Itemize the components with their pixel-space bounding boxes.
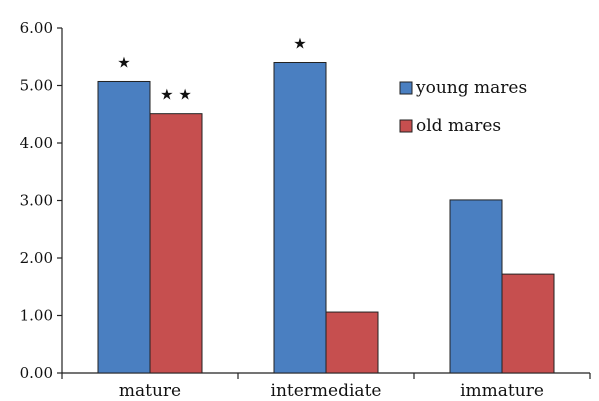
- legend-swatch: [399, 81, 413, 95]
- y-tick-label: 6.00: [20, 19, 53, 37]
- y-tick-label: 5.00: [20, 77, 53, 95]
- bar: [501, 273, 555, 374]
- y-tick-label: 1.00: [20, 307, 53, 325]
- significance-star: ★: [117, 53, 130, 71]
- x-category-label: mature: [119, 381, 181, 401]
- bar: [325, 311, 379, 374]
- x-category-label: immature: [460, 381, 544, 401]
- bar: [97, 80, 151, 374]
- y-tick-label: 0.00: [20, 364, 53, 382]
- y-axis: 0.00 1.00 2.00 3.00 4.00 5.00 6.00: [20, 19, 63, 382]
- legend-label: old mares: [416, 116, 501, 136]
- x-axis: mature intermediate immature: [61, 372, 591, 401]
- legend: young mares old mares: [399, 78, 527, 136]
- significance-star: ★ ★: [160, 86, 192, 104]
- legend-label: young mares: [415, 78, 527, 98]
- x-category-label: intermediate: [271, 381, 382, 401]
- y-tick-label: 4.00: [20, 134, 53, 152]
- bar: [449, 199, 503, 374]
- bar: [273, 62, 327, 374]
- bars: [97, 62, 555, 374]
- y-tick-label: 2.00: [20, 249, 53, 267]
- significance-marks: ★ ★ ★ ★: [117, 35, 306, 104]
- bar: [149, 113, 203, 374]
- legend-swatch: [399, 119, 413, 133]
- y-tick-label: 3.00: [20, 192, 53, 210]
- significance-star: ★: [293, 35, 306, 53]
